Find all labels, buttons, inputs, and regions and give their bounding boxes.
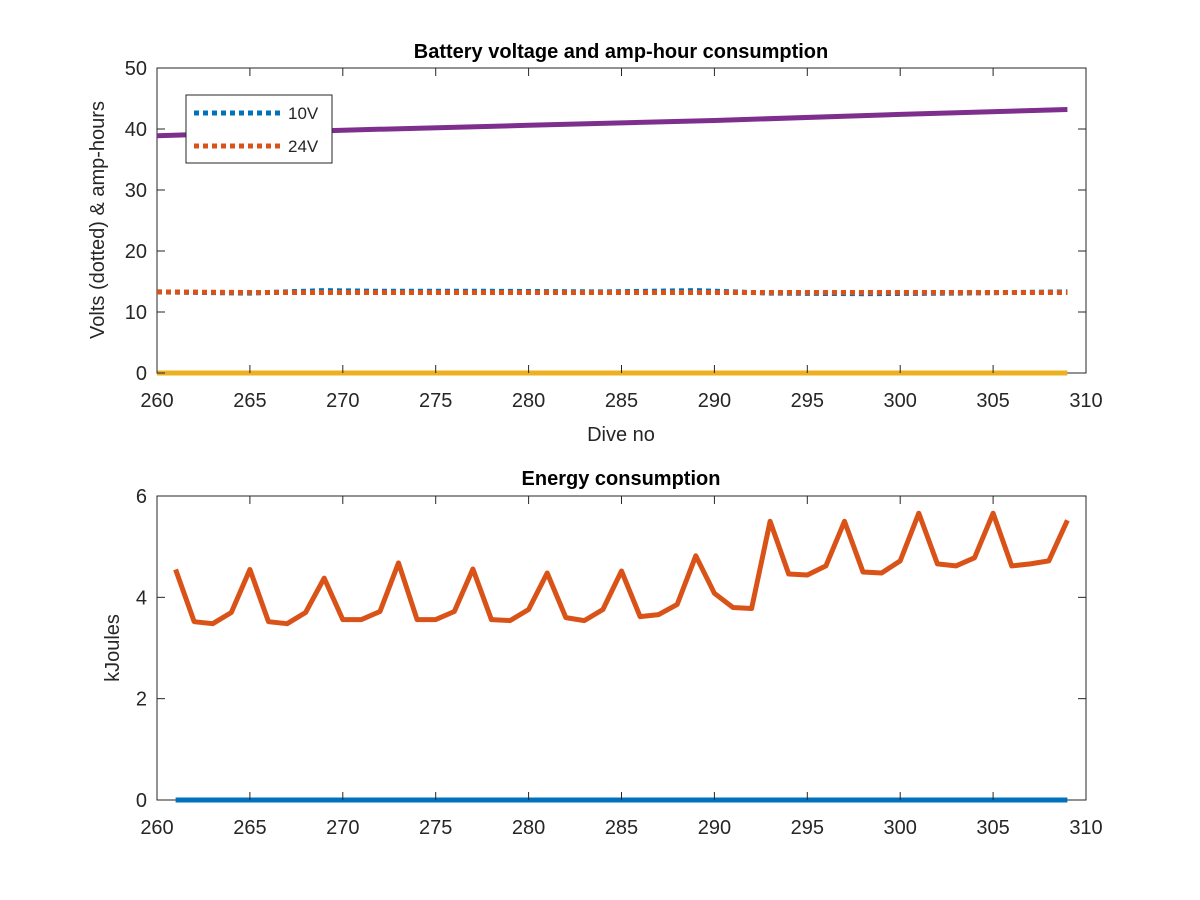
bottom-x-tick-label: 305 bbox=[976, 817, 1009, 839]
top-y-tick-label: 30 bbox=[125, 180, 147, 202]
bottom-x-tick-label: 300 bbox=[884, 817, 917, 839]
top-x-tick-label: 285 bbox=[605, 390, 638, 412]
legend-label-10v: 10V bbox=[288, 104, 319, 123]
bottom-x-tick-label: 310 bbox=[1069, 817, 1102, 839]
bottom-y-tick-label: 6 bbox=[136, 486, 147, 508]
top-y-tick-label: 0 bbox=[136, 363, 147, 385]
top-x-tick-label: 275 bbox=[419, 390, 452, 412]
bottom-x-tick-label: 285 bbox=[605, 817, 638, 839]
bottom-x-tick-label: 280 bbox=[512, 817, 545, 839]
top-y-tick-label: 20 bbox=[125, 241, 147, 263]
bottom-x-tick-label: 275 bbox=[419, 817, 452, 839]
legend: 10V 24V bbox=[185, 94, 333, 164]
legend-box bbox=[185, 94, 333, 164]
top-ticks-group: 260 265 270 275 280 285 290 295 300 305 310 0 10 20 30… bbox=[125, 58, 1103, 412]
bottom-y-axis-label: kJoules bbox=[102, 614, 124, 682]
top-chart-title: Battery voltage and amp-hour consumption bbox=[414, 41, 828, 63]
top-series-line-24v bbox=[156, 289, 1068, 295]
top-x-axis-label: Dive no bbox=[587, 424, 655, 446]
top-x-tick-label: 300 bbox=[884, 390, 917, 412]
bottom-x-tick-label: 265 bbox=[233, 817, 266, 839]
bottom-x-tick-label: 295 bbox=[791, 817, 824, 839]
bottom-y-tick-label: 0 bbox=[136, 790, 147, 812]
top-x-tick-label: 280 bbox=[512, 390, 545, 412]
top-y-tick-label: 40 bbox=[125, 119, 147, 141]
bottom-y-tick-label: 2 bbox=[136, 689, 147, 711]
top-x-tick-label: 310 bbox=[1069, 390, 1102, 412]
top-x-tick-label: 270 bbox=[326, 390, 359, 412]
bottom-x-tick-label: 290 bbox=[698, 817, 731, 839]
top-x-tick-label: 295 bbox=[791, 390, 824, 412]
bottom-plot-area bbox=[156, 495, 1087, 801]
top-y-axis-label: Volts (dotted) & amp-hours bbox=[87, 101, 109, 339]
bottom-x-tick-label: 270 bbox=[326, 817, 359, 839]
bottom-ticks-group: 260 265 270 275 280 285 290 295 300 305 310 0 2 4 6 bbox=[136, 486, 1103, 839]
top-x-tick-label: 290 bbox=[698, 390, 731, 412]
bottom-y-tick-label: 4 bbox=[136, 587, 147, 609]
top-x-tick-label: 260 bbox=[140, 390, 173, 412]
top-x-tick-label: 305 bbox=[976, 390, 1009, 412]
bottom-chart-title: Energy consumption bbox=[522, 468, 721, 490]
top-y-tick-label: 50 bbox=[125, 58, 147, 80]
top-y-tick-label: 10 bbox=[125, 302, 147, 324]
top-x-tick-label: 265 bbox=[233, 390, 266, 412]
top-subplot: 260 265 270 275 280 285 290 295 300 305 310 0 10 20 30… bbox=[87, 41, 1103, 446]
bottom-series-line-1 bbox=[173, 510, 1070, 627]
bottom-subplot: 260 265 270 275 280 285 290 295 300 305 310 0 2 4 6 En… bbox=[102, 468, 1103, 839]
legend-label-24v: 24V bbox=[288, 137, 319, 156]
bottom-x-tick-label: 260 bbox=[140, 817, 173, 839]
